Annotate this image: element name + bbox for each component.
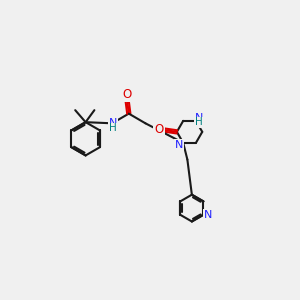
Text: N: N	[194, 112, 203, 123]
Text: N: N	[204, 210, 213, 220]
Text: H: H	[195, 118, 203, 128]
Text: N: N	[175, 140, 183, 150]
Text: H: H	[110, 123, 117, 134]
Text: O: O	[154, 123, 164, 136]
Text: N: N	[109, 118, 118, 128]
Text: O: O	[122, 88, 132, 101]
